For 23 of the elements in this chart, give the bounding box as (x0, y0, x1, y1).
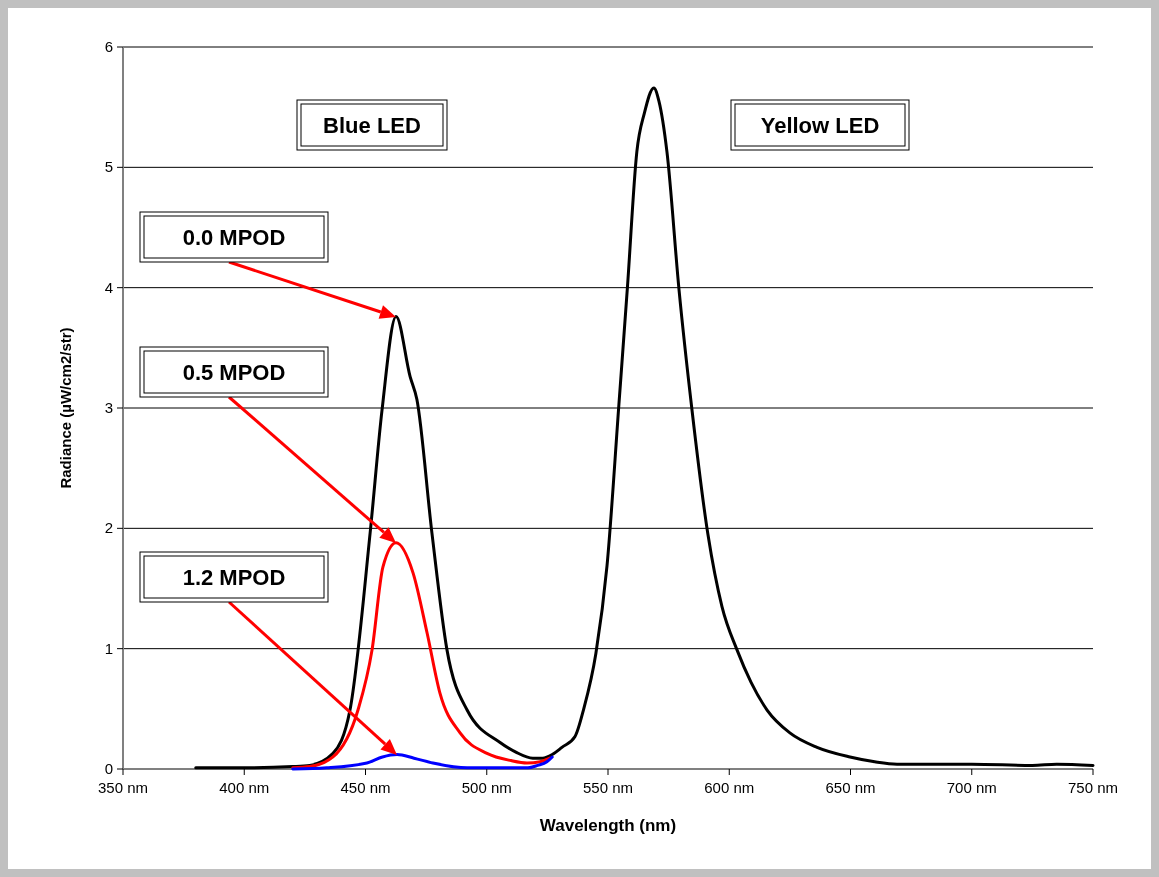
y-tick-label: 6 (104, 38, 113, 55)
annotation: 0.0 MPOD (182, 225, 286, 250)
annotation: 0.5 MPOD (182, 360, 286, 385)
x-tick-label: 400 nm (219, 779, 270, 796)
x-tick-label: 450 nm (340, 779, 391, 796)
y-axis-title: Radiance (µW/cm2/str) (57, 327, 74, 489)
x-tick-label: 600 nm (704, 779, 755, 796)
y-tick-label: 5 (104, 158, 113, 176)
x-tick-label: 550 nm (582, 779, 634, 796)
x-axis-title: Wavelength (nm) (539, 816, 677, 835)
annotation: 1.2 MPOD (182, 565, 286, 590)
y-tick-label: 4 (104, 278, 113, 296)
x-tick-label: 350 nm (97, 779, 149, 796)
y-tick-label: 0 (104, 760, 113, 777)
annotation: Yellow LED (760, 113, 880, 138)
y-tick-label: 2 (104, 519, 113, 537)
x-tick-label: 500 nm (461, 779, 512, 796)
x-tick-label: 650 nm (825, 779, 876, 796)
y-tick-label: 1 (104, 639, 113, 657)
x-tick-label: 700 nm (946, 779, 997, 796)
annotation: Blue LED (323, 113, 421, 138)
x-tick-label: 750 nm (1067, 779, 1119, 796)
y-tick-label: 3 (104, 399, 113, 416)
